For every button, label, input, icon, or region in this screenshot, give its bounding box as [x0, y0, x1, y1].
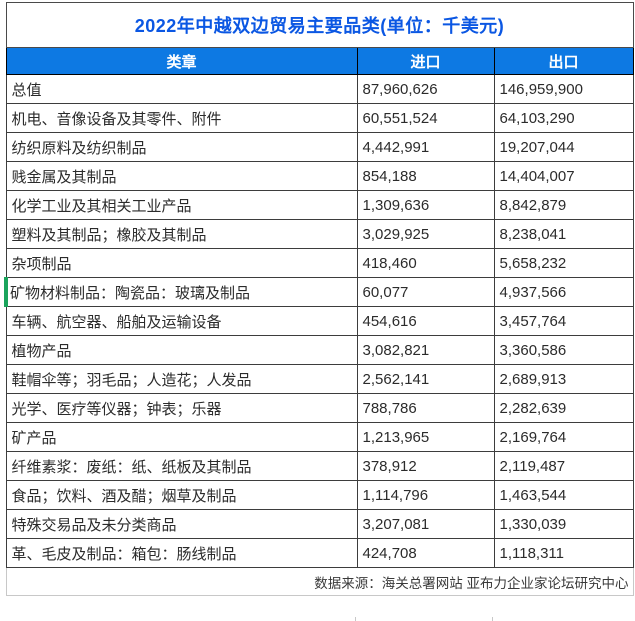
- row-label-cell: 机电、音像设备及其零件、附件: [5, 103, 358, 133]
- row-label-cell: 食品；饮料、酒及醋；烟草及制品: [5, 480, 358, 510]
- row-label-cell: 总值: [5, 74, 358, 104]
- gridline-stub: [492, 617, 493, 621]
- table-row: 纺织原料及纺织制品 4,442,991 19,207,044: [5, 132, 634, 162]
- table-row: 光学、医疗等仪器；钟表；乐器 788,786 2,282,639: [5, 393, 634, 423]
- import-value-cell: 854,188: [356, 161, 495, 191]
- table-row: 杂项制品 418,460 5,658,232: [5, 248, 634, 278]
- row-label-cell: 矿物材料制品：陶瓷品：玻璃及制品: [4, 277, 358, 307]
- export-value-cell: 4,937,566: [493, 277, 634, 307]
- export-value-cell: 8,842,879: [493, 190, 634, 220]
- table-row: 纤维素浆：废纸：纸、纸板及其制品 378,912 2,119,487: [5, 451, 634, 481]
- table-row: 特殊交易品及未分类商品 3,207,081 1,330,039: [5, 509, 634, 539]
- export-value-cell: 146,959,900: [493, 74, 634, 104]
- export-value-cell: 14,404,007: [493, 161, 634, 191]
- import-value-cell: 788,786: [356, 393, 495, 423]
- table-row: 化学工业及其相关工业产品 1,309,636 8,842,879: [5, 190, 634, 220]
- trade-table: 2022年中越双边贸易主要品类(单位：千美元) 类章 进口 出口 总值 87,96…: [4, 2, 634, 596]
- row-label-cell: 化学工业及其相关工业产品: [5, 190, 358, 220]
- column-header-category: 类章: [5, 47, 358, 75]
- export-value-cell: 2,169,764: [493, 422, 634, 452]
- export-value-cell: 1,330,039: [493, 509, 634, 539]
- import-value-cell: 60,551,524: [356, 103, 495, 133]
- row-label-cell: 纤维素浆：废纸：纸、纸板及其制品: [5, 451, 358, 481]
- table-row: 矿物材料制品：陶瓷品：玻璃及制品 60,077 4,937,566: [4, 277, 634, 307]
- row-label-cell: 植物产品: [5, 335, 358, 365]
- export-value-cell: 5,658,232: [493, 248, 634, 278]
- table-row: 总值 87,960,626 146,959,900: [5, 74, 634, 104]
- row-label-cell: 鞋帽伞等；羽毛品；人造花；人发品: [5, 364, 358, 394]
- import-value-cell: 418,460: [356, 248, 495, 278]
- export-value-cell: 3,360,586: [493, 335, 634, 365]
- row-label-cell: 纺织原料及纺织制品: [5, 132, 358, 162]
- import-value-cell: 424,708: [356, 538, 495, 568]
- row-label-cell: 矿产品: [5, 422, 358, 452]
- table-row: 车辆、航空器、船舶及运输设备 454,616 3,457,764: [5, 306, 634, 336]
- table-row: 机电、音像设备及其零件、附件 60,551,524 64,103,290: [5, 103, 634, 133]
- import-value-cell: 1,309,636: [356, 190, 495, 220]
- row-label-cell: 杂项制品: [5, 248, 358, 278]
- import-value-cell: 454,616: [356, 306, 495, 336]
- row-label-cell: 特殊交易品及未分类商品: [5, 509, 358, 539]
- export-value-cell: 8,238,041: [493, 219, 634, 249]
- export-value-cell: 2,689,913: [493, 364, 634, 394]
- row-label-cell: 光学、医疗等仪器；钟表；乐器: [5, 393, 358, 423]
- table-row: 革、毛皮及制品：箱包：肠线制品 424,708 1,118,311: [5, 538, 634, 568]
- import-value-cell: 2,562,141: [356, 364, 495, 394]
- export-value-cell: 64,103,290: [493, 103, 634, 133]
- import-value-cell: 1,114,796: [356, 480, 495, 510]
- export-value-cell: 1,463,544: [493, 480, 634, 510]
- gridline-stub: [355, 617, 356, 621]
- export-value-cell: 2,282,639: [493, 393, 634, 423]
- row-label-cell: 革、毛皮及制品：箱包：肠线制品: [5, 538, 358, 568]
- import-value-cell: 3,207,081: [356, 509, 495, 539]
- header-row: 类章 进口 出口: [5, 47, 634, 75]
- import-value-cell: 4,442,991: [356, 132, 495, 162]
- table-row: 塑料及其制品；橡胶及其制品 3,029,925 8,238,041: [5, 219, 634, 249]
- column-header-import: 进口: [356, 47, 495, 75]
- table-row: 贱金属及其制品 854,188 14,404,007: [5, 161, 634, 191]
- row-label-cell: 车辆、航空器、船舶及运输设备: [5, 306, 358, 336]
- data-source-note: 数据来源：海关总署网站 亚布力企业家论坛研究中心: [5, 567, 634, 596]
- column-header-export: 出口: [493, 47, 634, 75]
- row-label-cell: 塑料及其制品；橡胶及其制品: [5, 219, 358, 249]
- table-row: 食品；饮料、酒及醋；烟草及制品 1,114,796 1,463,544: [5, 480, 634, 510]
- table-row: 植物产品 3,082,821 3,360,586: [5, 335, 634, 365]
- import-value-cell: 378,912: [356, 451, 495, 481]
- table-row: 矿产品 1,213,965 2,169,764: [5, 422, 634, 452]
- row-label-cell: 贱金属及其制品: [5, 161, 358, 191]
- import-value-cell: 1,213,965: [356, 422, 495, 452]
- table-title: 2022年中越双边贸易主要品类(单位：千美元): [5, 2, 634, 48]
- import-value-cell: 3,029,925: [356, 219, 495, 249]
- import-value-cell: 60,077: [356, 277, 495, 307]
- table-row: 鞋帽伞等；羽毛品；人造花；人发品 2,562,141 2,689,913: [5, 364, 634, 394]
- import-value-cell: 87,960,626: [356, 74, 495, 104]
- export-value-cell: 1,118,311: [493, 538, 634, 568]
- export-value-cell: 19,207,044: [493, 132, 634, 162]
- import-value-cell: 3,082,821: [356, 335, 495, 365]
- export-value-cell: 3,457,764: [493, 306, 634, 336]
- export-value-cell: 2,119,487: [493, 451, 634, 481]
